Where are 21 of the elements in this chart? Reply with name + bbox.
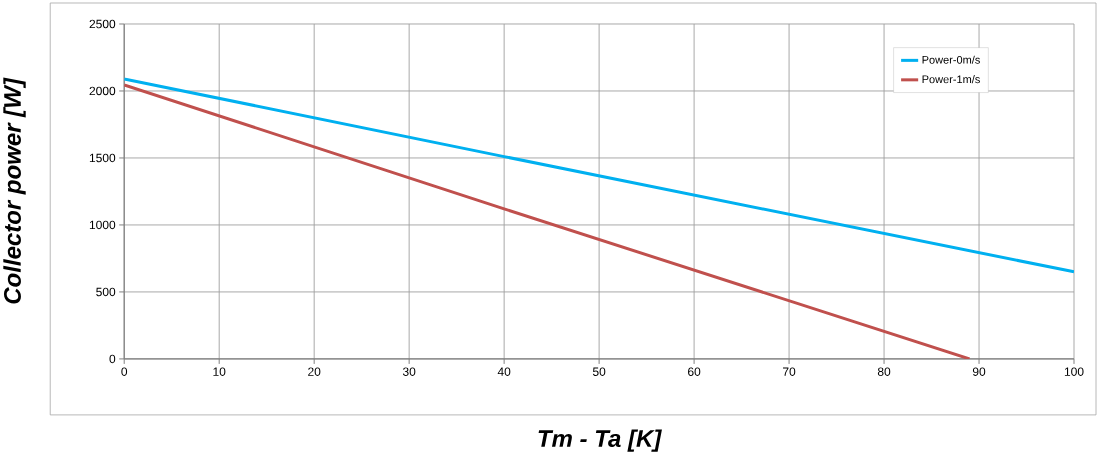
- legend-label: Power-1m/s: [922, 75, 980, 84]
- x-tick-label: 20: [308, 367, 321, 376]
- y-tick-label: 2000: [89, 86, 116, 96]
- x-tick-label: 100: [1064, 367, 1084, 376]
- x-tick-label: 80: [877, 367, 891, 376]
- x-tick-label: 0: [121, 367, 128, 376]
- y-axis-title: Collector power [W]: [3, 77, 26, 304]
- x-tick-label: 10: [213, 367, 226, 376]
- x-tick-label: 30: [402, 367, 416, 376]
- x-tick-label: 50: [592, 367, 606, 376]
- y-tick-label: 2500: [89, 19, 116, 29]
- y-tick-label: 500: [96, 287, 116, 297]
- y-tick-label: 0: [109, 354, 116, 364]
- legend-label: Power-0m/s: [922, 55, 980, 64]
- x-tick-label: 40: [497, 367, 511, 376]
- x-tick-label: 70: [783, 367, 796, 376]
- x-axis-title: Tm - Ta [K]: [538, 429, 662, 452]
- x-tick-label: 90: [972, 367, 986, 376]
- y-tick-label: 1500: [89, 153, 116, 163]
- x-tick-label: 60: [688, 367, 701, 376]
- y-tick-label: 1000: [89, 220, 116, 230]
